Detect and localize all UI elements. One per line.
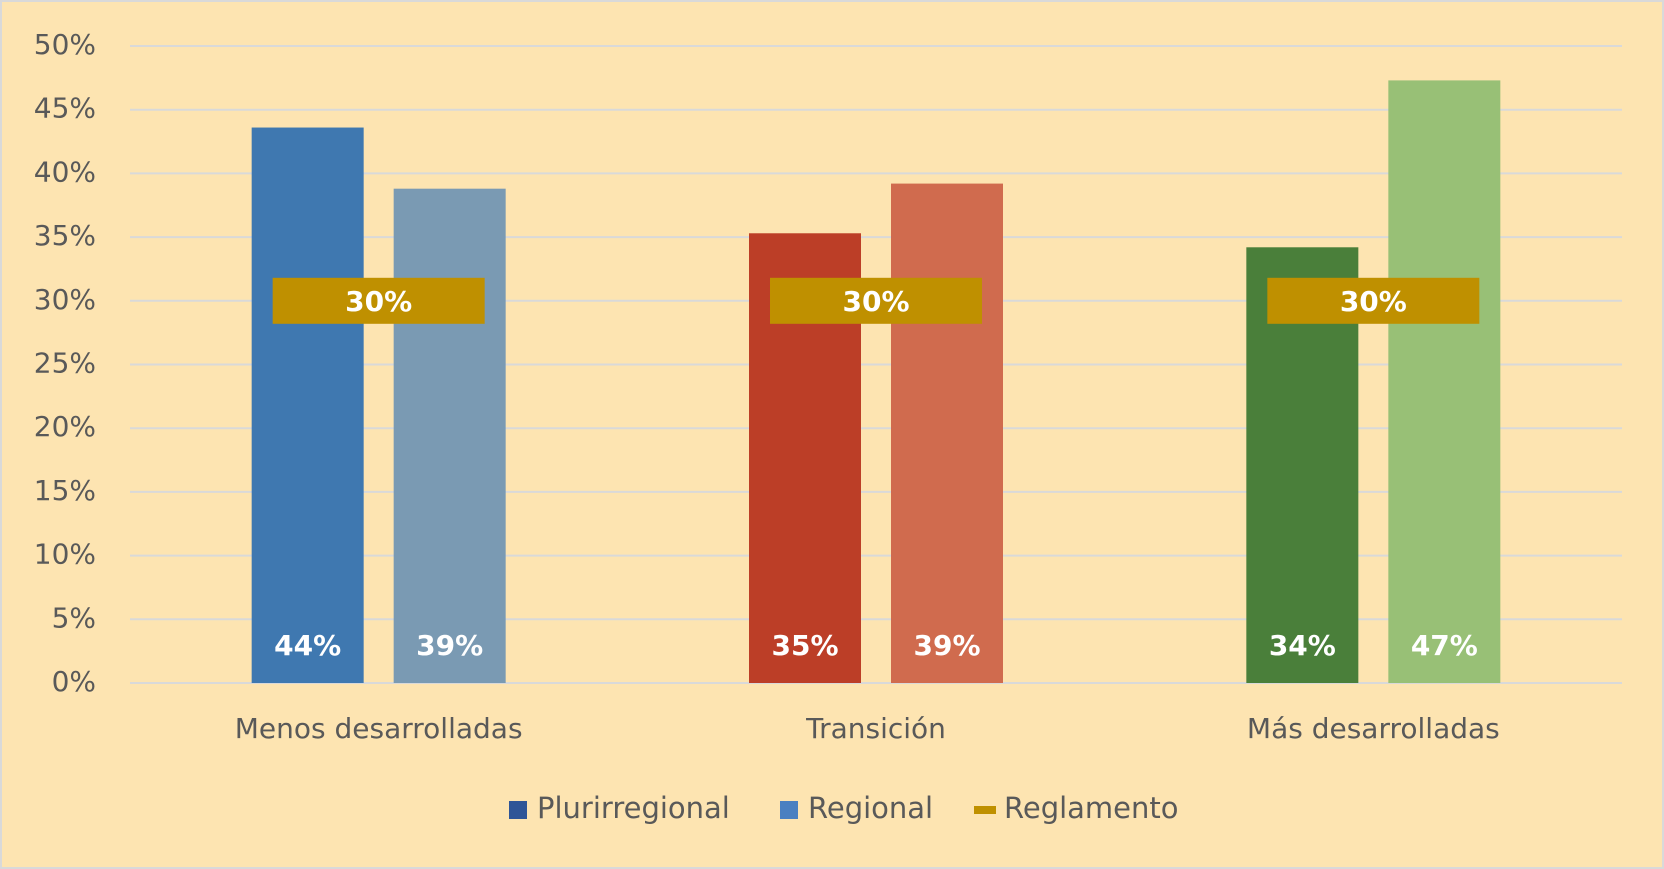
legend-swatch [509,801,527,819]
data-label: 35% [771,629,838,662]
data-label: 44% [274,629,341,662]
y-tick-label: 30% [34,283,96,316]
bar [1388,80,1501,683]
y-tick-label: 0% [52,665,96,698]
data-label: 34% [1269,629,1336,662]
x-tick-label: Más desarrolladas [1247,712,1500,745]
data-label: 39% [913,629,980,662]
y-tick-label: 50% [34,28,96,61]
bar [891,183,1003,684]
y-tick-label: 5% [52,601,96,634]
bar [251,127,364,683]
y-tick-label: 25% [34,347,96,380]
y-tick-label: 40% [34,155,96,188]
legend-label: Plurirregional [537,791,730,825]
y-tick-label: 45% [34,92,96,125]
data-label: 47% [1411,629,1478,662]
target-marker [770,277,982,324]
legend-swatch [974,806,996,814]
legend-label: Reglamento [1004,791,1179,825]
legend-label: Regional [808,791,933,825]
y-tick-label: 15% [34,474,96,507]
legend-swatch [780,801,798,819]
y-tick-label: 35% [34,219,96,252]
y-tick-label: 20% [34,410,96,443]
data-label: 39% [416,629,483,662]
data-label: 30% [345,285,412,318]
target-marker [272,277,485,324]
data-label: 30% [842,285,909,318]
bar [393,188,506,684]
target-marker [1267,277,1480,324]
x-tick-label: Transición [805,712,946,745]
x-tick-label: Menos desarrolladas [235,712,523,745]
data-label: 30% [1340,285,1407,318]
y-tick-label: 10% [34,538,96,571]
